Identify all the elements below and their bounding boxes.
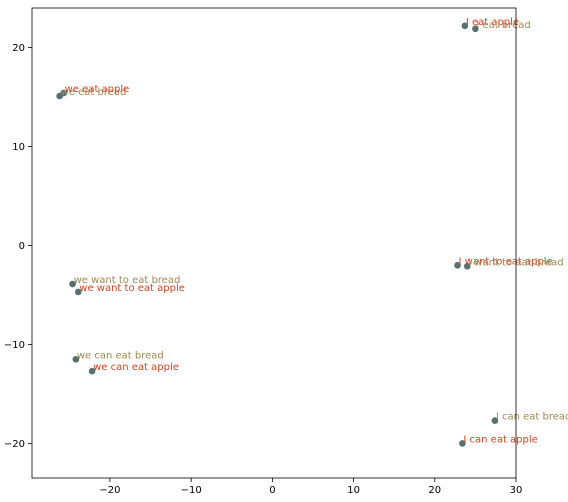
point-label: I want to eat apple xyxy=(459,256,553,267)
x-tick-label: 30 xyxy=(510,485,523,496)
point-label: we eat apple xyxy=(65,84,130,95)
scatter-point xyxy=(463,262,471,270)
scatter-point xyxy=(72,355,80,363)
scatter-point xyxy=(491,417,499,424)
y-tick-label: −10 xyxy=(4,340,25,351)
scatter-point xyxy=(454,261,461,269)
ticks-layer: −20 −10 0 10 20 30 −20 −10 0 10 20 xyxy=(4,43,522,496)
scatter-point xyxy=(472,25,479,33)
x-tick-label: 0 xyxy=(269,485,275,496)
x-tick-label: −20 xyxy=(99,485,120,496)
scatter-point xyxy=(74,288,82,296)
x-tick-label: −10 xyxy=(181,485,202,496)
scatter-point xyxy=(88,367,96,375)
y-tick-label: −20 xyxy=(4,439,25,450)
plot-frame xyxy=(31,7,517,479)
point-label: we want to eat bread xyxy=(74,275,181,286)
x-tick-label: 10 xyxy=(347,485,360,496)
y-tick-label: 0 xyxy=(19,241,25,252)
point-label: I eat bread xyxy=(476,20,530,31)
point-label: I can eat bread xyxy=(496,412,568,423)
scatter-point xyxy=(459,440,466,447)
y-tick-label: 10 xyxy=(12,142,25,153)
point-label: we want to eat apple xyxy=(79,283,185,294)
point-label: I can eat apple xyxy=(463,434,537,445)
point-label: we can eat apple xyxy=(93,362,179,373)
x-tick-label: 20 xyxy=(428,485,441,496)
points-layer xyxy=(56,22,499,447)
point-label: we can eat bread xyxy=(77,350,164,361)
point-label: I eat apple xyxy=(466,17,519,28)
point-label: we eat bread xyxy=(61,87,127,98)
scatter-point xyxy=(461,22,469,30)
scatter-point xyxy=(60,89,67,97)
y-tick-label: 20 xyxy=(12,43,25,54)
scatter-point xyxy=(69,280,76,288)
